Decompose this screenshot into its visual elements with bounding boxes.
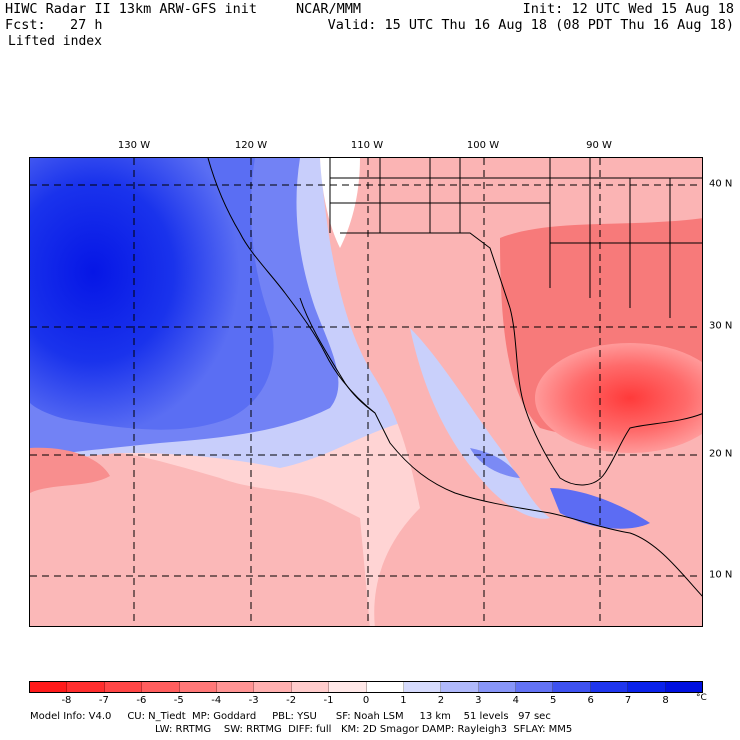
baja-california-coast bbox=[299, 297, 376, 414]
colorbar-segment bbox=[254, 682, 292, 692]
pacific-unstable-patch bbox=[30, 447, 110, 493]
colorbar-tick-label: -8 bbox=[61, 695, 72, 706]
valid-time: Valid: 15 UTC Thu 16 Aug 18 (08 PDT Thu … bbox=[327, 17, 734, 33]
colorbar-segment bbox=[179, 682, 217, 692]
mexico-stable-patch bbox=[470, 448, 520, 478]
colorbar-segment bbox=[291, 682, 330, 692]
model-info-line-1: Model Info: V4.0 CU: N_Tiedt MP: Goddard… bbox=[30, 711, 551, 722]
map-graphic bbox=[30, 158, 702, 626]
colorbar-segment bbox=[366, 682, 404, 692]
init-time: Init: 12 UTC Wed 15 Aug 18 bbox=[522, 1, 734, 17]
colorbar-segment bbox=[403, 682, 442, 692]
lon-label-100w: 100 W bbox=[466, 140, 500, 151]
colorbar-tick-label: 4 bbox=[512, 695, 519, 706]
colorbar-unit: °C bbox=[696, 693, 707, 703]
colorbar-tick-label: 2 bbox=[437, 695, 445, 706]
forecast-hour: Fcst: 27 h bbox=[5, 17, 103, 33]
colorbar-tick-label: 6 bbox=[587, 695, 594, 706]
colorbar-tick-label: -1 bbox=[323, 695, 334, 706]
colorbar-tick-label: -3 bbox=[248, 695, 259, 706]
colorbar-tick-label: 5 bbox=[550, 695, 557, 706]
model-info-line-2: LW: RRTMG SW: RRTMG DIFF: full KM: 2D Sm… bbox=[155, 724, 573, 735]
colorbar-segment bbox=[329, 682, 367, 692]
colorbar-segment bbox=[30, 682, 68, 692]
colorbar-segment bbox=[216, 682, 255, 692]
colorbar-segment bbox=[590, 682, 629, 692]
lat-lon-grid bbox=[30, 158, 702, 626]
organization-label: NCAR/MMM bbox=[296, 1, 362, 17]
lat-label-10n: 10 N bbox=[709, 569, 733, 581]
coastlines-and-borders bbox=[207, 158, 702, 597]
lon-label-120w: 120 W bbox=[234, 140, 268, 151]
colorbar-tick-label: 8 bbox=[662, 695, 669, 706]
gulf-of-mexico-unstable-core bbox=[535, 343, 702, 453]
colorbar-segment bbox=[104, 682, 143, 692]
colorbar-segment bbox=[67, 682, 105, 692]
lat-label-40n: 40 N bbox=[709, 178, 733, 190]
meridian-lines bbox=[133, 158, 601, 626]
colorbar-segment bbox=[553, 682, 591, 692]
lat-label-20n: 20 N bbox=[709, 448, 733, 460]
state-borders-horizontal bbox=[330, 177, 702, 244]
lon-label-130w: 130 W bbox=[117, 140, 151, 151]
product-title: HIWC Radar II 13km ARW-GFS init bbox=[5, 1, 257, 17]
lifted-index-map bbox=[29, 157, 703, 627]
colorbar-segment bbox=[142, 682, 180, 692]
colorbar-tick-label: 0 bbox=[362, 695, 370, 706]
pacific-stable-core bbox=[30, 158, 274, 430]
colorbar-tick-label: -5 bbox=[173, 695, 184, 706]
lat-label-30n: 30 N bbox=[709, 320, 733, 332]
parallel-lines bbox=[30, 184, 702, 577]
colorbar-segment bbox=[628, 682, 666, 692]
colorbar-segment bbox=[478, 682, 517, 692]
sierra-madre-stable-band bbox=[410, 328, 550, 519]
colorbar-segment bbox=[516, 682, 554, 692]
colorbar-tick-label: -4 bbox=[211, 695, 222, 706]
pacific-coastline bbox=[207, 158, 702, 597]
us-mexico-border bbox=[340, 232, 511, 309]
field-name: Lifted index bbox=[8, 34, 102, 49]
colorbar-tick-label: 7 bbox=[624, 695, 632, 706]
colorbar bbox=[29, 681, 703, 693]
colorbar-tick-label: -6 bbox=[136, 695, 147, 706]
colorbar-segment bbox=[665, 682, 703, 692]
colorbar-tick-label: -7 bbox=[98, 695, 109, 706]
pacific-tropical-unstable-area bbox=[30, 449, 370, 626]
colorbar-ticks: -8 -7 -6 -5 -4 -3 -2 -1 0 1 2 3 4 5 6 7 8 bbox=[29, 695, 703, 709]
colorbar-tick-label: 1 bbox=[400, 695, 407, 706]
colorbar-segment bbox=[441, 682, 479, 692]
colorbar-tick-label: 3 bbox=[475, 695, 482, 706]
gulf-coastline bbox=[509, 307, 702, 486]
lon-label-110w: 110 W bbox=[350, 140, 384, 151]
lon-label-90w: 90 W bbox=[586, 140, 612, 151]
colorbar-tick-label: -2 bbox=[286, 695, 297, 706]
